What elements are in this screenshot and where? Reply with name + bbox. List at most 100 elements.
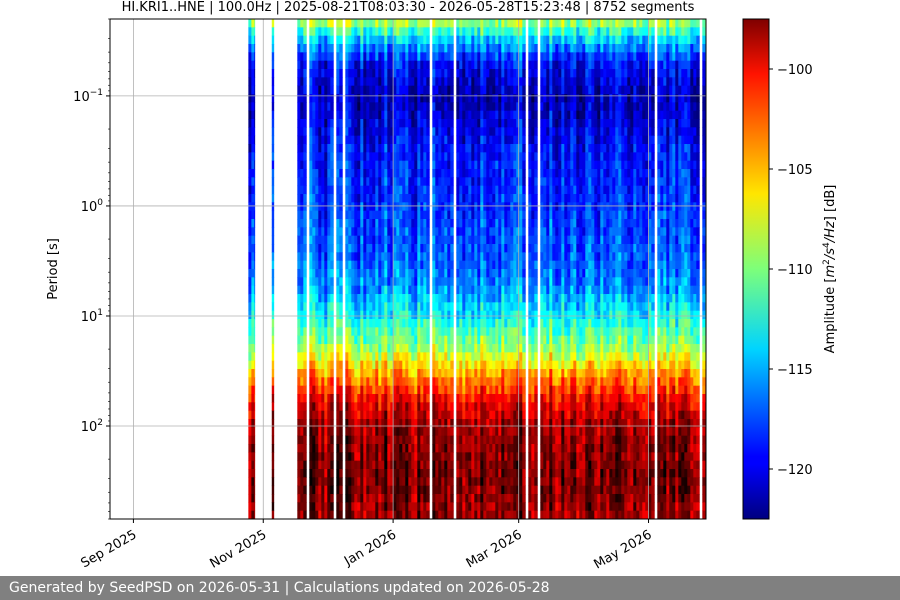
- heatmap-cell: [507, 327, 511, 337]
- heatmap-cell: [417, 410, 421, 420]
- heatmap-cell: [315, 369, 319, 378]
- heatmap-cell: [474, 185, 478, 195]
- heatmap-cell: [459, 152, 463, 162]
- heatmap-cell: [405, 419, 409, 428]
- heatmap-cell: [516, 119, 520, 128]
- heatmap-cell: [510, 127, 514, 137]
- heatmap-cell: [486, 219, 490, 228]
- heatmap-cell: [381, 102, 385, 112]
- heatmap-cell: [507, 102, 511, 112]
- heatmap-cell: [372, 135, 376, 145]
- heatmap-cell: [357, 69, 361, 78]
- heatmap-cell: [528, 144, 532, 153]
- heatmap-cell: [387, 210, 391, 220]
- heatmap-cell: [507, 385, 511, 395]
- heatmap-cell: [516, 69, 520, 78]
- heatmap-cell: [417, 119, 421, 128]
- heatmap-cell: [462, 27, 466, 37]
- heatmap-cell: [251, 402, 255, 412]
- heatmap-cell: [357, 202, 361, 212]
- heatmap-cell: [474, 252, 478, 262]
- heatmap-cell: [405, 177, 409, 187]
- heatmap-column: [414, 19, 418, 519]
- heatmap-cell: [441, 135, 445, 145]
- heatmap-cell: [549, 294, 553, 303]
- heatmap-cell: [339, 360, 343, 370]
- heatmap-cell: [345, 227, 349, 237]
- heatmap-cell: [504, 294, 508, 303]
- heatmap-cell: [336, 469, 340, 478]
- heatmap-cell: [396, 110, 400, 120]
- heatmap-cell: [369, 210, 373, 220]
- heatmap-cell: [417, 210, 421, 220]
- heatmap-cell: [381, 260, 385, 270]
- heatmap-cell: [540, 335, 544, 345]
- heatmap-cell: [297, 394, 301, 403]
- heatmap-cell: [360, 252, 364, 262]
- heatmap-cell: [300, 177, 304, 187]
- heatmap-cell: [516, 185, 520, 195]
- heatmap-cell: [540, 419, 544, 428]
- heatmap-cell: [351, 319, 355, 328]
- heatmap-cell: [408, 119, 412, 128]
- heatmap-cell: [357, 294, 361, 303]
- heatmap-cell: [297, 210, 301, 220]
- heatmap-cell: [483, 302, 487, 312]
- heatmap-cell: [366, 360, 370, 370]
- heatmap-cell: [327, 19, 331, 28]
- heatmap-cell: [501, 260, 505, 270]
- heatmap-cell: [369, 110, 373, 120]
- heatmap-cell: [486, 344, 490, 353]
- heatmap-cell: [303, 160, 307, 170]
- heatmap-cell: [486, 485, 490, 495]
- heatmap-cell: [450, 269, 454, 278]
- heatmap-cell: [423, 44, 427, 53]
- heatmap-cell: [360, 85, 364, 95]
- heatmap-cell: [324, 385, 328, 395]
- heatmap-cell: [492, 335, 496, 345]
- heatmap-cell: [540, 460, 544, 470]
- heatmap-cell: [336, 460, 340, 470]
- heatmap-cell: [251, 310, 255, 320]
- heatmap-cell: [459, 110, 463, 120]
- heatmap-cell: [354, 402, 358, 412]
- heatmap-cell: [498, 194, 502, 203]
- heatmap-cell: [354, 169, 358, 178]
- heatmap-cell: [432, 252, 436, 262]
- heatmap-cell: [393, 35, 397, 45]
- heatmap-cell: [324, 119, 328, 128]
- heatmap-cell: [254, 210, 256, 220]
- heatmap-cell: [435, 252, 439, 262]
- heatmap-cell: [297, 35, 301, 45]
- heatmap-cell: [531, 119, 535, 128]
- heatmap-cell: [303, 477, 307, 487]
- heatmap-cell: [540, 277, 544, 287]
- heatmap-cell: [423, 369, 427, 378]
- heatmap-cell: [312, 369, 316, 378]
- heatmap-cell: [531, 269, 535, 278]
- heatmap-cell: [522, 402, 526, 412]
- heatmap-cell: [432, 460, 436, 470]
- heatmap-cell: [423, 494, 427, 503]
- heatmap-cell: [375, 294, 379, 303]
- heatmap-cell: [531, 69, 535, 78]
- heatmap-cell: [345, 235, 349, 245]
- heatmap-cell: [417, 319, 421, 328]
- heatmap-cell: [462, 419, 466, 428]
- heatmap-cell: [501, 19, 505, 28]
- heatmap-cell: [336, 219, 340, 228]
- heatmap-cell: [441, 319, 445, 328]
- heatmap-cell: [495, 202, 499, 212]
- heatmap-cell: [327, 227, 331, 237]
- heatmap-cell: [510, 160, 514, 170]
- heatmap-cell: [354, 335, 358, 345]
- heatmap-column: [462, 19, 466, 519]
- heatmap-cell: [438, 452, 442, 462]
- heatmap-cell: [420, 485, 424, 495]
- heatmap-cell: [354, 127, 358, 137]
- heatmap-cell: [507, 144, 511, 153]
- heatmap-cell: [483, 210, 487, 220]
- heatmap-cell: [549, 52, 553, 62]
- heatmap-cell: [447, 477, 451, 487]
- heatmap-cell: [402, 360, 406, 370]
